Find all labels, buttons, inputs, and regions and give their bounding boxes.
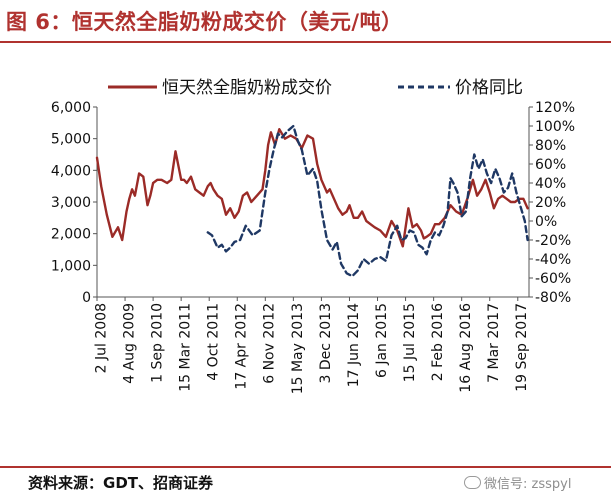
x-tick-label: 3 Dec 2013 <box>318 303 334 384</box>
left-tick-label: 5,000 <box>51 132 91 148</box>
source-note: 资料来源：GDT、招商证券 <box>28 474 213 492</box>
left-tick-label: 1,000 <box>51 258 91 274</box>
left-tick-label: 2,000 <box>51 227 91 243</box>
x-tick-label: 1 Sep 2010 <box>150 303 166 383</box>
x-tick-label: 7 Mar 2017 <box>486 303 502 383</box>
x-tick-label: 6 Jan 2015 <box>374 303 390 378</box>
plot-area <box>95 124 529 278</box>
x-tick-label: 17 Jun 2014 <box>346 303 362 387</box>
x-tick-label: 15 May 2013 <box>290 303 306 394</box>
watermark-text: 微信号: zsspyl <box>484 477 572 492</box>
right-tick-label: 120% <box>535 100 575 116</box>
x-axis: 2 Jul 2008 4 Aug 2009 1 Sep 2010 15 Mar 201… <box>93 296 530 394</box>
x-tick-label: 16 Aug 2016 <box>458 303 474 393</box>
x-tick-label: 2 Jul 2008 <box>93 303 109 373</box>
wechat-icon <box>464 476 481 489</box>
title-rule <box>0 41 611 43</box>
legend: 恒天然全脂奶粉成交价 价格同比 <box>108 78 523 98</box>
right-tick-label: -60% <box>535 271 571 287</box>
x-tick-label: 4 Oct 2011 <box>206 303 222 381</box>
price-series-line <box>95 127 529 248</box>
x-tick-label: 17 Apr 2012 <box>234 303 250 390</box>
x-tick-label: 19 Sep 2017 <box>514 303 530 392</box>
right-tick-label: 0% <box>535 214 557 230</box>
left-tick-label: 0 <box>82 290 91 306</box>
legend-label-price: 恒天然全脂奶粉成交价 <box>162 78 332 98</box>
left-tick-label: 6,000 <box>51 100 91 116</box>
left-tick-label: 3,000 <box>51 195 91 211</box>
right-tick-label: -40% <box>535 252 571 268</box>
right-tick-label: -80% <box>535 290 571 306</box>
right-axis: -80% -60% -40% -20% 0% 20% 40% 60% 80% 100% 120% <box>528 100 575 306</box>
chart: 0 1,000 2,000 3,000 4,000 5,000 6,000 -80% -60%… <box>51 78 575 394</box>
figure-title: 图 6：恒天然全脂奶粉成交价（美元/吨） <box>6 10 403 34</box>
right-tick-label: -20% <box>535 233 571 249</box>
x-tick-label: 4 Aug 2009 <box>121 303 137 384</box>
x-tick-label: 2 Feb 2016 <box>430 303 446 381</box>
x-tick-label: 6 Nov 2012 <box>262 303 278 384</box>
left-tick-label: 4,000 <box>51 163 91 179</box>
right-tick-label: 20% <box>535 195 566 211</box>
watermark: 微信号: zsspyl <box>464 473 571 492</box>
right-tick-label: 100% <box>535 119 575 135</box>
right-tick-label: 40% <box>535 176 566 192</box>
source-rule <box>0 466 611 468</box>
x-tick-label: 15 Mar 2011 <box>178 303 194 392</box>
x-tick-label: 15 Jul 2015 <box>402 303 418 382</box>
legend-label-yoy: 价格同比 <box>455 78 523 98</box>
right-tick-label: 60% <box>535 157 566 173</box>
right-tick-label: 80% <box>535 138 566 154</box>
left-axis: 0 1,000 2,000 3,000 4,000 5,000 6,000 <box>51 100 98 306</box>
yoy-series-line <box>206 124 529 278</box>
